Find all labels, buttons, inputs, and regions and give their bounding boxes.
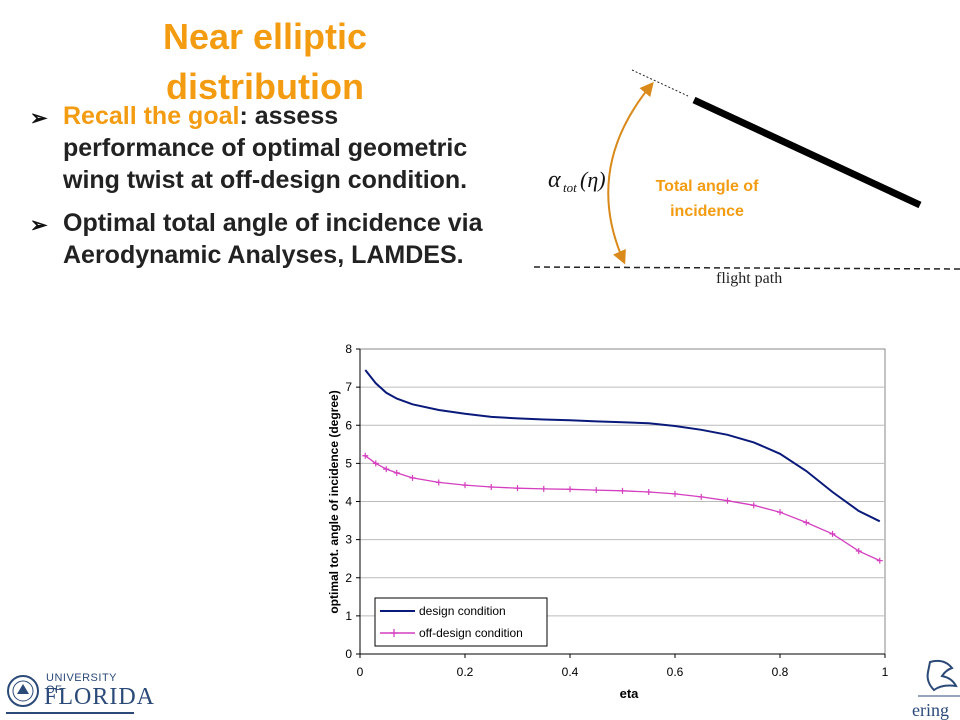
series-point-offdesign [777,509,783,516]
legend-label-offdesign: off-design condition [419,626,523,640]
x-axis-ticks: 0 0.2 0.4 0.6 0.8 1 [357,653,889,679]
series-point-offdesign [593,487,600,494]
series-point-offdesign [383,466,390,473]
flight-path-line [533,266,960,270]
series-point-offdesign [567,486,573,493]
series-point-offdesign [488,484,495,491]
legend-label-design: design condition [419,604,506,618]
logo-engineering-text: ering [912,700,949,720]
series-point-offdesign [362,452,369,459]
grid-lines [360,386,885,617]
series-point-offdesign [803,519,810,526]
slide-title: Near elliptic distribution [162,16,368,107]
x-tick-label: 1 [882,665,889,679]
x-tick-label: 0 [357,665,364,679]
seal-icon [7,675,39,707]
wing-section [692,96,922,209]
incidence-chart: 0 1 2 3 4 5 6 7 8 0 0.2 0.4 0.6 0.8 1 eta optimal tot… [327,342,889,701]
logo-florida: FLORIDA [44,684,156,710]
bullet-item: ➢ Recall the goal: assess performance of … [30,100,490,196]
chart-legend: design condition off-design condition [374,597,548,647]
series-point-offdesign [829,530,836,537]
y-tick-label: 7 [345,380,352,394]
series-point-offdesign [540,485,547,492]
series-point-offdesign [435,479,442,486]
y-tick-label: 1 [345,609,352,623]
series-point-offdesign [724,497,731,504]
x-tick-label: 0.6 [667,665,684,679]
arrow-bullet-icon: ➢ [30,107,48,130]
incidence-label-line1: Total angle of [656,178,759,195]
y-axis-ticks: 0 1 2 3 4 5 6 7 8 [345,342,361,661]
series-point-offdesign [462,482,468,489]
engineering-gator-logo: ering [912,659,960,720]
arrow-bullet-icon: ➢ [30,214,48,237]
y-tick-label: 2 [345,571,352,585]
x-tick-label: 0.4 [562,665,579,679]
alpha-symbol: α [548,167,561,193]
university-of-florida-logo: UNIVERSITY OF FLORIDA [6,668,154,716]
series-line-design [364,369,881,523]
series-point-offdesign [393,469,400,476]
x-tick-label: 0.8 [772,665,789,679]
legend-box [374,597,548,647]
alpha-argument: (η) [580,167,606,192]
series-point-offdesign [514,485,521,492]
logo-university-of: UNIVERSITY OF [46,672,117,696]
y-tick-label: 6 [345,418,352,432]
gator-icon [926,659,958,692]
y-tick-label: 0 [345,647,352,661]
chart-series [362,369,883,564]
series-point-offdesign [876,557,883,564]
incidence-label-line2: incidence [670,203,744,220]
series-point-offdesign [619,487,626,494]
series-point-offdesign [645,488,652,495]
series-point-offdesign [698,493,705,500]
series-point-offdesign [372,460,379,467]
bullet-text: Optimal total angle of incidence via Aer… [63,209,483,269]
bullet-text: : assess performance of optimal geometri… [63,102,468,194]
series-point-offdesign [672,490,678,497]
bullet-list: ➢ Recall the goal: assess performance of … [30,100,490,282]
x-axis-label: eta [620,686,640,701]
chord-extension-line [631,69,689,97]
y-tick-label: 3 [345,533,352,547]
series-point-offdesign [409,474,416,481]
series-point-offdesign [750,502,757,509]
angle-arc-arrow [607,81,654,265]
x-tick-label: 0.2 [457,665,474,679]
series-point-offdesign [855,548,862,555]
bullet-item: ➢ Optimal total angle of incidence via Ae… [30,207,490,271]
y-tick-label: 4 [345,495,352,509]
bullet-accent: Recall the goal [63,102,240,130]
y-tick-label: 5 [345,456,352,470]
flight-path-label: flight path [716,270,782,287]
y-tick-label: 8 [345,342,352,356]
legend-marker-plus [390,629,398,637]
logo-underline [6,712,134,714]
y-axis-label: optimal tot. angle of incidence (degree) [327,390,341,613]
alpha-subscript: tot [563,180,577,195]
